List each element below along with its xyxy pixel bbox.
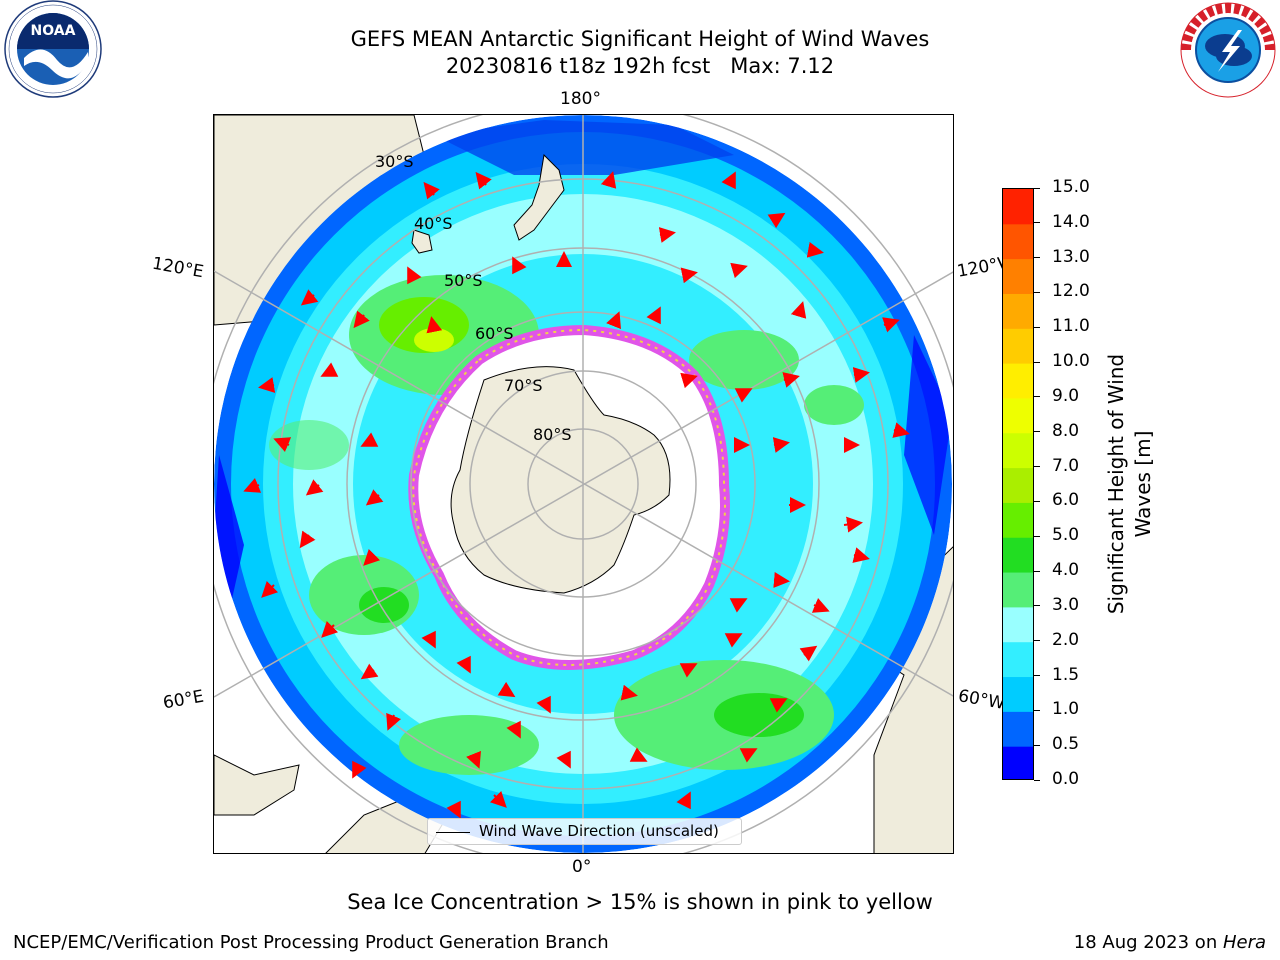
- lat-label-60s: 60°S: [475, 324, 514, 343]
- legend-label: Wind Wave Direction (unscaled): [479, 822, 719, 840]
- colorbar-tick-label: 12.0: [1052, 281, 1090, 302]
- colorbar-tick-label: 0.0: [1052, 769, 1080, 789]
- colorbar-gradient: [1003, 189, 1033, 779]
- colorbar-tick-label: 9.0: [1052, 385, 1080, 406]
- colorbar-tick-label: 5.0: [1052, 525, 1080, 546]
- colorbar-tick-label: 3.0: [1052, 594, 1080, 615]
- colorbar-tick-label: 11.0: [1052, 316, 1090, 337]
- lat-label-80s: 80°S: [533, 425, 572, 444]
- footer-date: 18 Aug 2023 on Hera: [1074, 932, 1266, 953]
- colorbar-segment: [1003, 363, 1033, 399]
- map-legend: Wind Wave Direction (unscaled): [427, 818, 742, 845]
- colorbar-segment: [1003, 432, 1033, 469]
- lat-label-40s: 40°S: [414, 214, 453, 233]
- colorbar-segment: [1003, 293, 1033, 329]
- colorbar-segment: [1003, 537, 1033, 573]
- nws-logo: [1178, 0, 1278, 100]
- colorbar-segment: [1003, 189, 1033, 225]
- colorbar-segment: [1003, 746, 1033, 779]
- colorbar-segment: [1003, 467, 1033, 503]
- colorbar-segment: [1003, 258, 1033, 294]
- colorbar-tick-label: 1.0: [1052, 699, 1080, 720]
- lat-label-50s: 50°S: [444, 271, 483, 290]
- lon-label-60e: 60°E: [161, 686, 206, 714]
- colorbar-title-line2: Waves [m]: [1131, 430, 1155, 538]
- footer-branch: NCEP/EMC/Verification Post Processing Pr…: [13, 932, 609, 953]
- colorbar-segment: [1003, 641, 1033, 678]
- footer-date-text: 18 Aug 2023 on: [1073, 932, 1223, 953]
- map-panel: [213, 114, 954, 854]
- colorbar-segment: [1003, 711, 1033, 747]
- colorbar-tick-mark: [1034, 535, 1040, 537]
- lon-label-180: 180°: [560, 89, 601, 109]
- colorbar-tick-label: 13.0: [1052, 246, 1090, 267]
- colorbar-segment: [1003, 397, 1033, 434]
- colorbar-tick-label: 10.0: [1052, 351, 1090, 372]
- noaa-logo-text: NOAA: [31, 23, 76, 39]
- colorbar-tick-label: 0.5: [1052, 734, 1080, 755]
- colorbar-tick-mark: [1034, 326, 1040, 328]
- colorbar-tick-mark: [1034, 187, 1040, 189]
- colorbar-tick-mark: [1034, 361, 1040, 363]
- sea-ice-caption: Sea Ice Concentration > 15% is shown in …: [347, 890, 933, 914]
- colorbar-tick-mark: [1034, 640, 1040, 642]
- colorbar-tick-label: 6.0: [1052, 490, 1080, 511]
- lat-label-30s: 30°S: [375, 152, 414, 171]
- colorbar-tick-label: 2.0: [1052, 629, 1080, 650]
- colorbar-tick-label: 1.5: [1052, 664, 1080, 685]
- colorbar-tick-mark: [1034, 675, 1040, 677]
- colorbar-segment: [1003, 502, 1033, 538]
- noaa-logo: NOAA: [2, 0, 104, 100]
- chart-title: GEFS MEAN Antarctic Significant Height o…: [350, 27, 930, 51]
- colorbar-tick-mark: [1034, 570, 1040, 572]
- colorbar-tick-label: 14.0: [1052, 211, 1090, 232]
- colorbar-tick-label: 7.0: [1052, 455, 1080, 476]
- colorbar-segment: [1003, 676, 1033, 712]
- legend-line-swatch: [436, 832, 470, 834]
- colorbar-tick-mark: [1034, 744, 1040, 746]
- lon-label-120w: 120°W: [955, 254, 1005, 282]
- colorbar-segment: [1003, 328, 1033, 364]
- colorbar-segment: [1003, 606, 1033, 643]
- footer-machine: Hera: [1222, 932, 1266, 953]
- chart-subtitle: 20230816 t18z 192h fcst Max: 7.12: [445, 54, 835, 78]
- colorbar-title: Significant Height of Wind Waves [m]: [1103, 324, 1157, 644]
- lon-label-60w: 60°W: [956, 686, 1006, 714]
- lon-label-120e: 120°E: [150, 253, 206, 283]
- colorbar-tick-label: 4.0: [1052, 560, 1080, 581]
- colorbar-tick-mark: [1034, 431, 1040, 433]
- colorbar-tick-mark: [1034, 222, 1040, 224]
- colorbar-title-line1: Significant Height of Wind: [1104, 353, 1128, 615]
- colorbar-tick-mark: [1034, 709, 1040, 711]
- colorbar: [1002, 188, 1034, 780]
- colorbar-segment: [1003, 223, 1033, 260]
- lon-label-0: 0°: [572, 857, 592, 877]
- colorbar-tick-label: 15.0: [1052, 177, 1090, 197]
- lat-label-70s: 70°S: [504, 376, 543, 395]
- colorbar-tick-mark: [1034, 500, 1040, 502]
- colorbar-tick-mark: [1034, 396, 1040, 398]
- colorbar-tick-mark: [1034, 257, 1040, 259]
- colorbar-tick-mark: [1034, 779, 1040, 781]
- colorbar-tick-mark: [1034, 291, 1040, 293]
- colorbar-ticks: 0.0 0.5 1.0 1.5 2.0 3.0 4.0 5.0 6.0 7.0 8.0 9.0 10.0…: [1034, 177, 1104, 789]
- colorbar-tick-mark: [1034, 605, 1040, 607]
- colorbar-tick-mark: [1034, 466, 1040, 468]
- colorbar-segment: [1003, 572, 1033, 608]
- colorbar-tick-label: 8.0: [1052, 420, 1080, 441]
